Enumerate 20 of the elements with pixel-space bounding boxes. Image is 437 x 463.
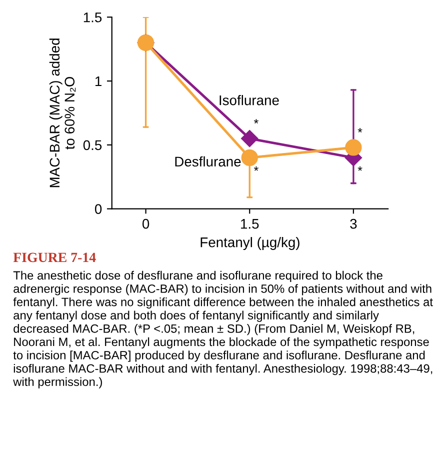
y-axis-title: MAC-BAR (MAC) added to 60% N₂O: [49, 38, 76, 188]
x-axis-title: Fentanyl (µg/kg): [200, 237, 300, 250]
x-tick-label: 0: [142, 218, 150, 229]
caption: FIGURE 7-14: [13, 252, 96, 262]
x-tick-label: 1.5: [241, 219, 259, 229]
y-tick-label: 0: [94, 204, 102, 214]
y-tick-label: 0.5: [83, 140, 102, 150]
point: [241, 130, 258, 148]
point: [241, 149, 258, 166]
y-tick-label: 1.5: [84, 12, 102, 22]
annotation: *: [254, 166, 258, 171]
annotation: *: [358, 166, 362, 171]
series-label: Isoflurane: [220, 95, 279, 106]
x-tick-label: 3: [350, 218, 357, 229]
annotation: *: [254, 119, 258, 124]
point: [345, 139, 362, 156]
text: The anesthetic dose of desflurane and isoflurane required to block the adrenergic response (MAC-BAR) to incision in 50% of patients without and with fentanyl. There was no significant difference between the inhaled anesthetics at any fentanyl dose and both does of fentanyl significantly and similarly decreased MAC-BAR. (*P <.05; mean ± SD.) (From Daniel M, Weiskopf RB, Noorani M, et al. Fentanyl augments the blockade of the sympathetic response to incision [MAC-BAR] produced by desflurane and isoflurane. Desflurane and isoflurane MAC-BAR without and with fentanyl. Anesthesiology. 1998;88:43–49, with permission.): [13, 270, 433, 388]
series-label: Desflurane: [175, 156, 241, 167]
annotation: *: [358, 128, 362, 132]
y-tick-label: 1: [95, 76, 102, 86]
